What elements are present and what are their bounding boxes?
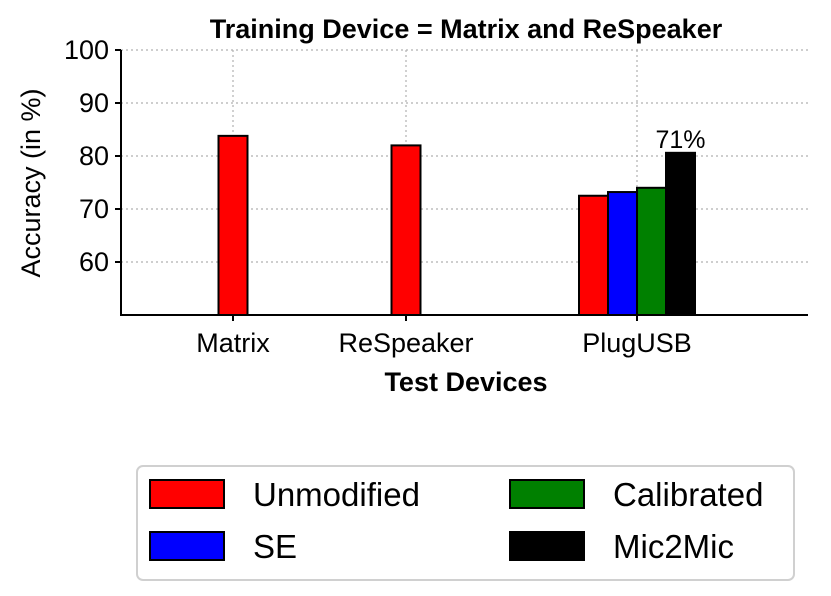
y-tick-label: 90 xyxy=(79,88,109,118)
legend: Unmodified Calibrated SE Mic2Mic xyxy=(136,465,795,581)
legend-label-unmodified: Unmodified xyxy=(253,476,420,513)
y-tick-label: 100 xyxy=(64,35,109,65)
annotations: 71% xyxy=(655,126,705,154)
y-tick-label: 80 xyxy=(79,141,109,171)
bar-plugusb-unmodified xyxy=(578,194,609,316)
bar-matrix-unmodified xyxy=(217,134,249,316)
bar-plugusb-mic2mic xyxy=(665,151,696,316)
legend-swatch-calibrated xyxy=(509,479,585,509)
x-axis-label: Test Devices xyxy=(384,367,547,397)
x-tick-label-plugusb: PlugUSB xyxy=(582,328,692,358)
data-label: 71% xyxy=(655,126,705,154)
legend-swatch-se xyxy=(149,531,225,561)
legend-swatch-unmodified xyxy=(149,479,225,509)
x-tick-label-matrix: Matrix xyxy=(196,328,270,358)
bars xyxy=(217,134,696,316)
y-tick-label: 70 xyxy=(79,194,109,224)
legend-swatch-mic2mic xyxy=(509,531,585,561)
tick-labels: 60 70 80 90 100 Matrix ReSpeaker PlugUSB xyxy=(64,35,692,358)
chart-title: Training Device = Matrix and ReSpeaker xyxy=(210,14,723,44)
legend-label-calibrated: Calibrated xyxy=(613,476,763,513)
bar-respeaker-unmodified xyxy=(390,144,422,316)
axes xyxy=(120,50,808,316)
legend-frame xyxy=(136,465,795,581)
y-axis-label: Accuracy (in %) xyxy=(16,88,46,277)
bar-plugusb-se xyxy=(607,191,638,316)
legend-label-se: SE xyxy=(253,528,297,565)
y-tick-label: 60 xyxy=(79,247,109,277)
bar-plugusb-calibrated xyxy=(636,186,667,316)
legend-label-mic2mic: Mic2Mic xyxy=(613,528,734,565)
x-tick-label-respeaker: ReSpeaker xyxy=(338,328,473,358)
